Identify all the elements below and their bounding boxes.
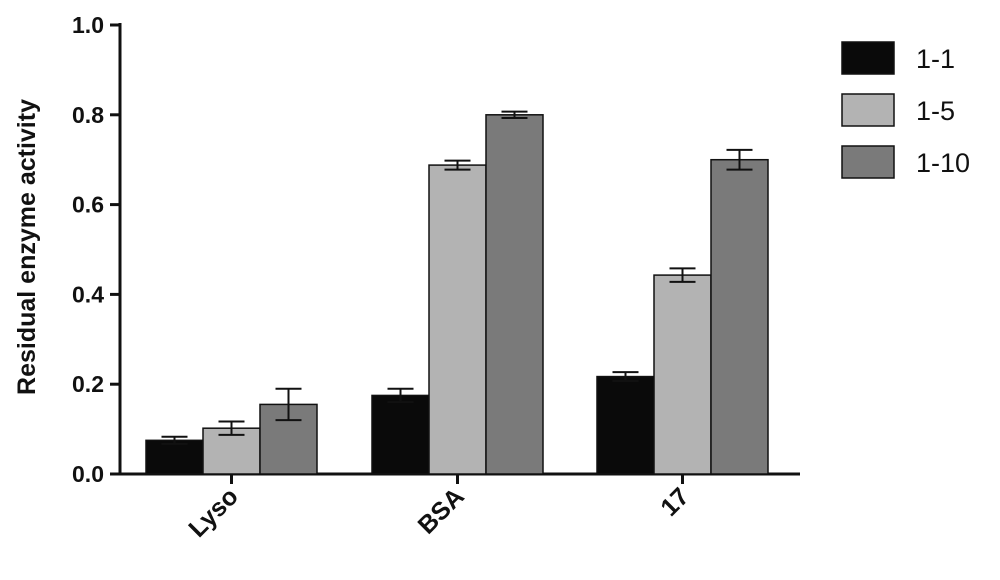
bar — [428, 164, 487, 475]
bar — [710, 158, 769, 475]
bar — [145, 439, 204, 475]
legend-swatch — [841, 145, 895, 179]
legend: 1-1 1-5 1-10 — [841, 41, 970, 179]
y-tick-label: 0.2 — [72, 371, 104, 397]
legend-swatch — [841, 41, 895, 75]
x-tick-label: BSA — [413, 482, 470, 539]
y-axis-label: Residual enzyme activity — [13, 99, 41, 395]
y-tick-label: 0.4 — [72, 281, 104, 307]
legend-label: 1-1 — [916, 44, 955, 74]
bar — [596, 375, 655, 475]
bar — [653, 274, 712, 475]
legend-swatch — [841, 93, 895, 127]
y-tick-label: 0.0 — [72, 461, 104, 487]
x-tick-label: 17 — [655, 482, 694, 521]
legend-label: 1-5 — [916, 96, 955, 126]
y-tick-label: 0.6 — [72, 192, 104, 218]
x-tick-label: Lyso — [183, 482, 243, 542]
y-tick-label: 0.8 — [72, 102, 104, 128]
bar — [485, 114, 544, 475]
y-tick-label: 1.0 — [72, 12, 104, 38]
legend-label: 1-10 — [916, 148, 970, 178]
bar — [371, 394, 430, 475]
